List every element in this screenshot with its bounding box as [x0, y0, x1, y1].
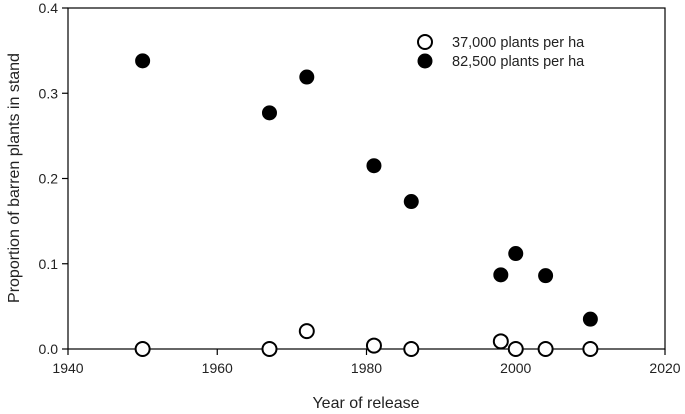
open-circle-point [507, 341, 524, 357]
x-tick-label: 2020 [649, 360, 680, 376]
open-circle-point [403, 341, 420, 357]
filled-circle-point [582, 311, 598, 327]
x-tick-label: 1940 [52, 360, 83, 376]
legend: 37,000 plants per ha 82,500 plants per h… [417, 34, 585, 70]
y-axis-title: Proportion of barren plants in stand [6, 53, 23, 303]
y-tick-label: 0.3 [39, 85, 59, 101]
x-tick-label: 2000 [500, 360, 531, 376]
legend-label-82500: 82,500 plants per ha [452, 54, 585, 70]
filled-circle-point [403, 194, 419, 210]
data-points [134, 53, 599, 357]
x-tick-label: 1960 [202, 360, 233, 376]
open-circle-point [537, 341, 554, 357]
open-circle-point [298, 323, 315, 340]
y-tick-label: 0.4 [39, 0, 59, 16]
filled-circle-point [299, 69, 315, 85]
x-axis-title: Year of release [312, 395, 419, 412]
open-circle-point [134, 341, 151, 357]
legend-marker-filled-circle [417, 53, 433, 69]
legend-label-37000: 37,000 plants per ha [452, 35, 585, 51]
axis-tick-labels: 1940 1960 1980 2000 2020 0.0 0.1 0.2 0.3 0.4 [39, 0, 681, 376]
filled-circle-point [135, 53, 151, 69]
filled-circle-point [366, 158, 382, 174]
y-tick-label: 0.0 [39, 341, 59, 357]
open-circle-point [261, 341, 278, 357]
filled-circle-point [261, 105, 277, 121]
filled-circle-point [493, 267, 509, 283]
y-tick-label: 0.2 [39, 171, 59, 187]
filled-circle-point [508, 246, 524, 262]
open-circle-point [365, 337, 382, 354]
y-tick-label: 0.1 [39, 256, 59, 272]
legend-marker-open-circle [417, 34, 433, 50]
x-tick-label: 1980 [351, 360, 382, 376]
open-circle-point [492, 333, 509, 350]
filled-circle-point [538, 268, 554, 284]
open-circle-point [582, 341, 599, 357]
